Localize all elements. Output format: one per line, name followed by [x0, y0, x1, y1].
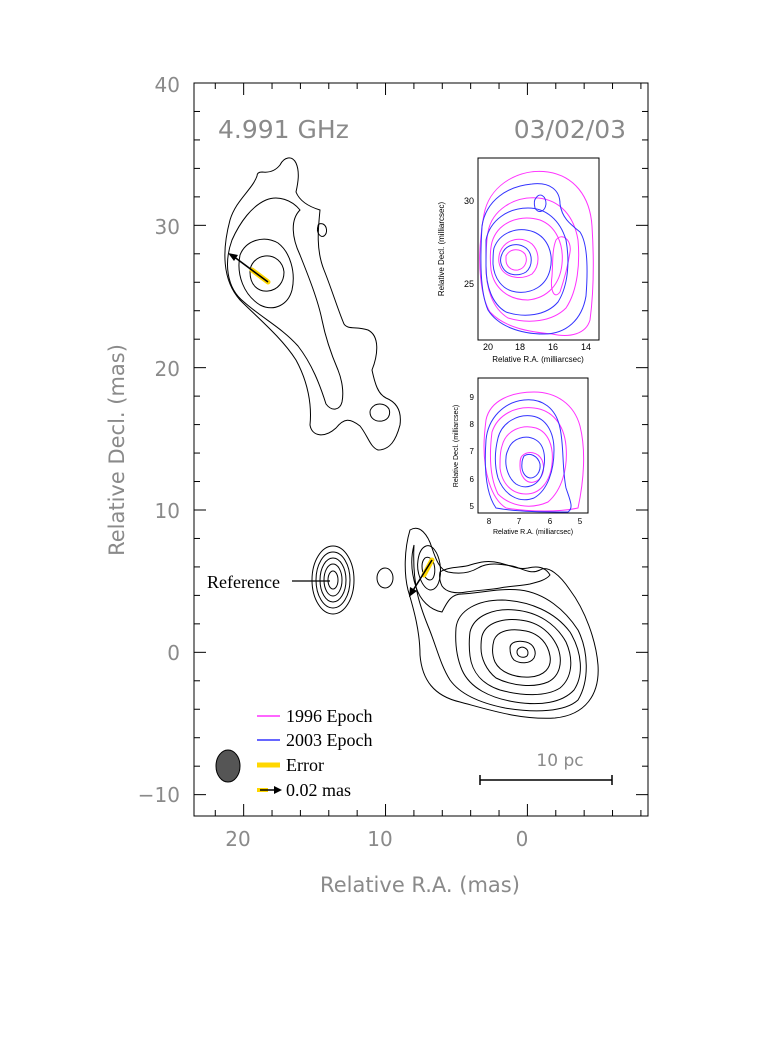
- upper-inset-y-axis-title: Relative Decl. (milliarcsec): [437, 202, 446, 297]
- core-contour-1: [404, 527, 599, 719]
- x-tick-label: 10: [367, 827, 392, 851]
- y-tick-label: 30: [155, 215, 180, 239]
- core-contour-3: [455, 599, 581, 705]
- lower-inset-y-tick-label: 5: [470, 502, 475, 511]
- beam-ellipse: [215, 749, 241, 783]
- contour-level-2: [227, 197, 344, 410]
- contour-1996: [499, 426, 553, 495]
- upper-inset-x-tick-label: 14: [581, 342, 591, 352]
- moving-knot-contour: [417, 545, 441, 591]
- contour-2003: [484, 399, 572, 513]
- reference-contour: [327, 570, 339, 590]
- moving-knot-contour-inner: [421, 556, 436, 581]
- jet-extension-contour: [439, 561, 551, 594]
- motion-arrowhead-moving: [409, 587, 417, 597]
- x-axis-title: Relative R.A. (mas): [320, 873, 520, 897]
- lower-inset: 9 8 7 6 5 8 7 6 5 Relative R.A. (milliar…: [453, 377, 589, 536]
- legend: 1996 Epoch 2003 Epoch Error 0.02 mas: [257, 706, 372, 800]
- date-label: 03/02/03: [514, 115, 626, 144]
- legend-label-1996: 1996 Epoch: [286, 706, 372, 726]
- x-tick-label: 0: [516, 827, 529, 851]
- contour-small-blob: [317, 223, 327, 237]
- upper-inset-x-tick-label: 16: [548, 342, 558, 352]
- y-tick-label: 10: [155, 499, 180, 523]
- axis-ticks: [194, 82, 648, 816]
- inset-contours-2003: [484, 399, 572, 513]
- contour-1996: [505, 249, 527, 271]
- y-tick-label: −10: [138, 783, 180, 807]
- y-tick-label: 0: [167, 641, 180, 665]
- reference-contour: [323, 563, 343, 597]
- lower-inset-y-tick-label: 6: [470, 475, 475, 484]
- contour-2003: [533, 194, 547, 212]
- lower-inset-x-tick-label: 6: [548, 517, 553, 526]
- reference-component-contours: [311, 545, 355, 615]
- core-contour-4: [468, 609, 572, 696]
- contour-1996: [551, 236, 571, 296]
- contour-level-4: [249, 255, 285, 292]
- lower-inset-x-tick-label: 7: [517, 517, 522, 526]
- x-tick-labels: 20 10 0: [225, 827, 528, 851]
- frequency-label: 4.991 GHz: [218, 115, 349, 144]
- x-tick-label: 20: [225, 827, 250, 851]
- motion-arrow-north: [232, 255, 269, 283]
- reference-contour: [311, 545, 355, 615]
- contour-1996: [483, 391, 585, 512]
- legend-arrowhead: [274, 786, 282, 794]
- upper-inset-x-tick-label: 20: [483, 342, 493, 352]
- scale-bar-label: 10 pc: [536, 751, 583, 771]
- core-contour-8: [516, 646, 529, 658]
- inset-contours-1996: [483, 391, 585, 512]
- contour-level-1: [224, 157, 401, 451]
- contour-1996: [498, 238, 539, 278]
- contour-1996: [479, 170, 594, 336]
- legend-label-error: Error: [286, 755, 324, 775]
- reference-contour: [319, 557, 347, 603]
- upper-inset-x-tick-label: 18: [515, 342, 525, 352]
- lower-inset-y-axis-title: Relative Decl. (milliarcsec): [453, 405, 460, 487]
- contour-2003: [485, 207, 569, 316]
- lower-inset-x-tick-label: 8: [487, 517, 492, 526]
- motion-arrow-moving: [411, 559, 433, 593]
- contour-2003: [494, 415, 555, 501]
- plot-frame: [193, 82, 649, 817]
- contour-1996: [519, 452, 545, 483]
- northern-component-contours: [224, 157, 401, 451]
- lower-inset-y-tick-label: 8: [470, 420, 475, 429]
- core-contour-6: [492, 629, 551, 678]
- reference-contour: [315, 551, 351, 609]
- reference-label: Reference: [207, 572, 280, 592]
- legend-label-2003: 2003 Epoch: [286, 730, 372, 750]
- y-tick-label: 20: [155, 357, 180, 381]
- inset-contours-2003: [480, 183, 588, 335]
- y-tick-label: 40: [155, 73, 180, 97]
- contour-2003: [521, 453, 541, 479]
- legend-label-arrow: 0.02 mas: [286, 780, 351, 800]
- y-axis-title: Relative Decl. (mas): [105, 344, 129, 556]
- lower-inset-y-tick-label: 7: [470, 447, 475, 456]
- core-contour-5: [480, 619, 561, 686]
- contour-2003: [480, 183, 588, 335]
- motion-arrowhead-north: [228, 253, 238, 261]
- lower-inset-y-tick-label: 9: [470, 393, 475, 402]
- contour-2003: [500, 244, 532, 276]
- contour-2003: [492, 229, 552, 293]
- lower-inset-x-axis-title: Relative R.A. (milliarcsec): [493, 529, 573, 536]
- lower-inset-x-tick-label: 5: [578, 517, 583, 526]
- contour-2003: [505, 436, 545, 488]
- contour-1996: [489, 407, 567, 507]
- contour-1996: [489, 217, 563, 301]
- upper-inset-y-tick-label: 25: [464, 279, 474, 289]
- upper-inset: 30 25 20 18 16 14 Relative R.A. (milliar…: [437, 157, 600, 364]
- core-contour-2: [411, 544, 587, 712]
- contour-inner-spot: [369, 403, 391, 422]
- core-jet-contours: [404, 527, 599, 719]
- core-contour-7: [509, 640, 536, 664]
- upper-inset-y-tick-label: 30: [464, 196, 474, 206]
- contour-level-3: [238, 238, 294, 309]
- y-tick-labels: 40 30 20 10 0 −10: [138, 73, 180, 807]
- small-knot-contour: [376, 567, 394, 589]
- upper-inset-x-axis-title: Relative R.A. (milliarcsec): [492, 355, 584, 364]
